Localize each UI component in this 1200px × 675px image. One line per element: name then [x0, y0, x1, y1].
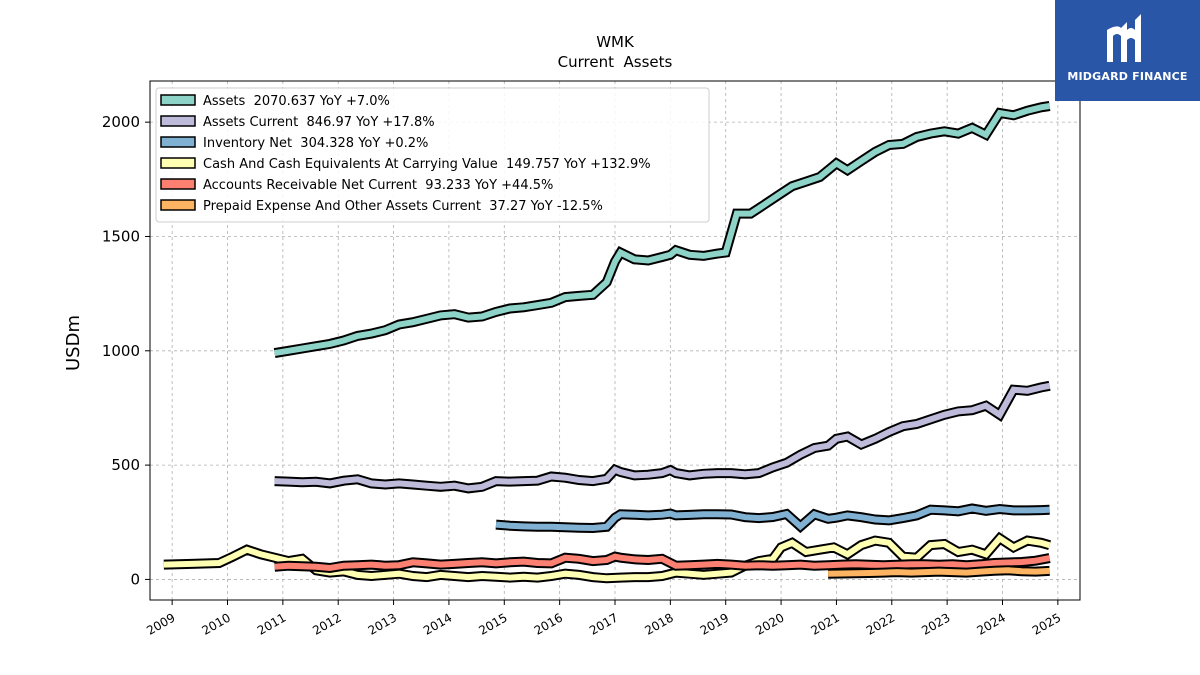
y-tick-label: 500 [111, 456, 140, 474]
x-tick-label: 2018 [642, 610, 675, 637]
y-axis: 0 500 1000 1500 2000 [102, 113, 150, 588]
x-tick-label: 2025 [1030, 610, 1063, 637]
legend-label: Cash And Cash Equivalents At Carrying Va… [203, 157, 651, 172]
series-line-4 [163, 531, 1051, 584]
series-line-1 [273, 101, 1051, 359]
chart-title: WMK [596, 33, 635, 51]
y-tick-label: 1500 [102, 227, 140, 245]
legend-swatch [160, 115, 196, 127]
chart-subtitle: Current Assets [558, 53, 673, 71]
legend: Assets 2070.637 YoY +7.0% Assets Current … [155, 87, 710, 223]
legend-swatch [160, 178, 196, 190]
legend-label: Prepaid Expense And Other Assets Current… [203, 199, 603, 214]
legend-label: Inventory Net 304.328 YoY +0.2% [203, 136, 428, 151]
x-tick-label: 2024 [975, 610, 1008, 637]
x-tick-label: 2016 [532, 610, 565, 637]
y-tick-label: 2000 [102, 113, 140, 131]
legend-swatch [160, 136, 196, 148]
series-stroke [274, 103, 1051, 357]
series-stroke [274, 553, 1051, 572]
series-lines [163, 101, 1051, 584]
x-tick-label: 2013 [366, 610, 399, 637]
x-tick-label: 2011 [255, 610, 288, 637]
legend-label: Accounts Receivable Net Current 93.233 Y… [203, 178, 553, 193]
logo-text: MIDGARD FINANCE [1067, 70, 1188, 83]
y-tick-label: 1000 [102, 342, 140, 360]
legend-swatch [160, 94, 196, 106]
x-tick-label: 2015 [476, 610, 509, 637]
series-stroke [495, 505, 1050, 532]
x-tick-label: 2009 [144, 610, 177, 637]
series-line-2 [274, 380, 1051, 494]
series-stroke [274, 382, 1051, 492]
legend-label: Assets Current 846.97 YoY +17.8% [203, 115, 435, 130]
series-stroke [163, 534, 1051, 582]
legend-label: Assets 2070.637 YoY +7.0% [203, 94, 390, 109]
series-line-5 [274, 551, 1051, 574]
x-tick-label: 2010 [200, 610, 233, 637]
x-tick-label: 2021 [808, 610, 841, 637]
x-tick-label: 2014 [421, 610, 454, 637]
legend-box [155, 87, 710, 223]
y-axis-label: USDm [63, 315, 84, 371]
midgard-finance-logo: MIDGARD FINANCE [1055, 0, 1200, 101]
x-tick-label: 2019 [698, 610, 731, 637]
x-tick-label: 2012 [310, 610, 343, 637]
series-stroke [828, 567, 1050, 577]
legend-swatch [160, 199, 196, 211]
series-line-3 [495, 503, 1050, 534]
legend-swatch [160, 157, 196, 169]
y-tick-label: 0 [130, 570, 140, 588]
logo-mark-icon [1107, 14, 1141, 62]
series-line-6 [828, 565, 1050, 579]
x-tick-label: 2017 [587, 610, 620, 637]
x-tick-label: 2022 [864, 610, 897, 637]
x-axis: 2009 2010 2011 2012 2013 2014 2015 2016 2017 2018… [144, 600, 1063, 638]
x-tick-label: 2023 [919, 610, 952, 637]
x-tick-label: 2020 [753, 610, 786, 637]
